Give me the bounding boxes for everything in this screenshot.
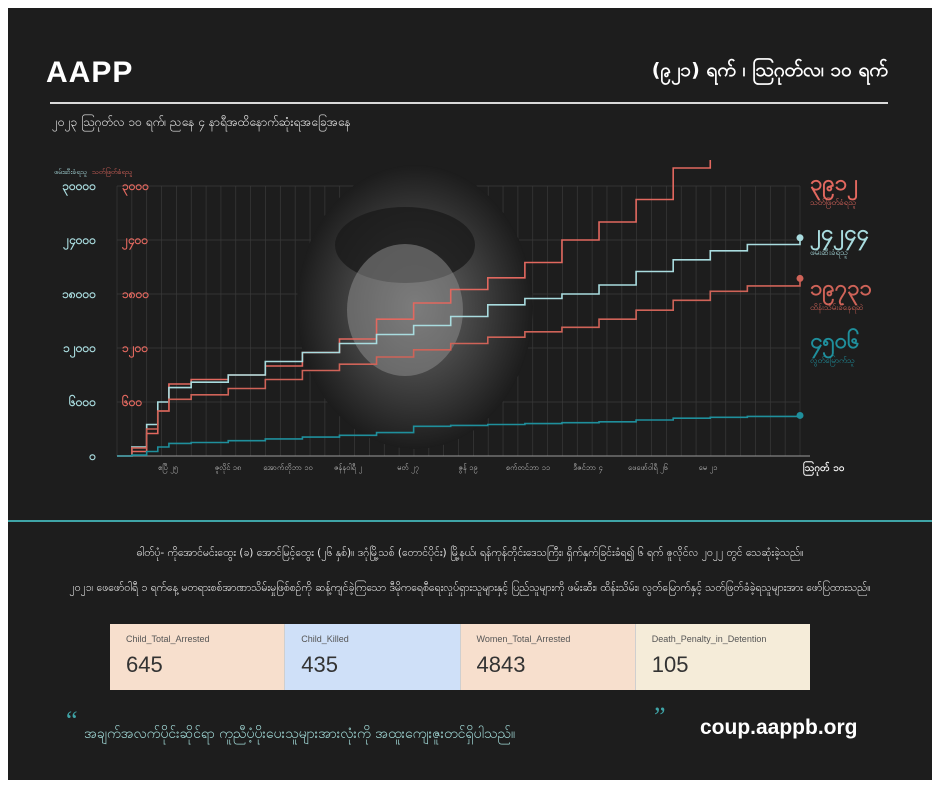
x-tick-label: ဖေဖော်ဝါရီ ၂၆ (628, 463, 668, 473)
right-axis-title: သတ်ဖြတ်ခံရသူ (92, 167, 133, 177)
x-tick-label: ဇန်နဝါရီ ၂ (334, 463, 362, 473)
stat-value: 105 (651, 652, 689, 677)
series-name-detained: ထိန်းသိမ်းခံနေရဆဲ (810, 302, 864, 314)
photo-caption: ဓါတ်ပုံ- ကိုအောင်မင်းထွေး (ခ) အောင်မြင့်… (136, 547, 804, 559)
series-total-fugitive: ၄၅၀၆ (810, 327, 860, 359)
stats-strip: Child_Total_Arrested 645 Child_Killed 43… (110, 624, 810, 690)
line-chart: ဖမ်းဆီးခံရသူ သတ်ဖြတ်ခံရသူ၀၆၀၀၀ ၁၂၀၀၀ ၁၈၀၀၀၂… (40, 160, 910, 490)
series-end-marker-fugitive (796, 411, 804, 419)
x-tick-label: စက်တင်ဘာ ၁၁ (506, 463, 550, 472)
x-tick-label: အောက်တိုဘာ ၁၀ (263, 463, 313, 473)
x-tick-label: ဇွန် ၁၉ (458, 463, 477, 473)
left-tick-label: ၁၂၀၀၀ (63, 341, 96, 359)
stat-card-women-arrested: Women_Total_Arrested 4843 (460, 624, 636, 690)
x-end-label: ဩဂုတ် ၁၀ (803, 460, 845, 477)
chart-subtitle: ၂၀၂၃ ဩဂုတ်လ ၁၀ ရက်၊ ညနေ ၄ နာရီအထိနောက်ဆု… (52, 115, 351, 129)
stat-value: 435 (301, 652, 338, 677)
series-name-fugitive: လွတ်မြောက်သူ (810, 355, 855, 367)
right-tick-label: ၆၀၀ (121, 393, 143, 409)
left-tick-label: ၃၀၀၀၀ (62, 179, 96, 197)
thanks-quote: အချက်အလက်ပိုင်းဆိုင်ရာ ကူညီပံ့ပိုးပေးသူမ… (84, 726, 516, 742)
series-total-detained: ၁၉၇၃၁ (810, 276, 872, 306)
series-name-arrested: ဖမ်းဆီးခံရသူ (810, 247, 848, 259)
stat-card-child-killed: Child_Killed 435 (285, 624, 461, 690)
left-tick-label: ၂၄၀၀၀ (62, 233, 96, 251)
x-tick-label: မေ ၂၁ (699, 463, 718, 473)
chart-canvas: ဖမ်းဆီးခံရသူ သတ်ဖြတ်ခံရသူ၀၆၀၀၀၁၂၀၀၀၁၈၀၀၀၂… (54, 160, 872, 477)
section-divider (8, 520, 932, 522)
series-name-killed: သတ်ဖြတ်ခံရသူ (810, 197, 856, 209)
x-tick-label: ဧပြီ ၂၅ (158, 463, 178, 473)
right-tick-label: ၁၈၀၀ (122, 287, 149, 301)
open-quote-mark: “ (66, 706, 78, 735)
left-tick-label: ၁၈၀၀၀ (62, 287, 96, 301)
right-tick-label: ၃၀၀၀ (122, 179, 149, 197)
close-quote-mark: ” (654, 702, 666, 731)
organization-title: AAPP (46, 56, 134, 89)
stat-card-child-arrested: Child_Total_Arrested 645 (110, 624, 286, 690)
left-tick-label: ၀ (88, 449, 96, 463)
right-tick-label: ၂၄၀၀ (121, 233, 148, 251)
stat-label: Child_Killed (301, 634, 349, 644)
stat-label: Death_Penalty_in_Detention (651, 634, 767, 644)
left-tick-label: ၆၀၀၀ (68, 393, 96, 409)
date-headline: (၉၂၁) ရက် ၊ ဩဂုတ်လ၊ ၁၀ ရက် (651, 59, 888, 81)
description-text: ၂၀၂၁၊ ဖေဖော်ဝါရီ ၁ ရက်နေ့ မတရားစစ်အာဏာသိ… (69, 582, 871, 594)
x-tick-label: ဒီဇင်ဘာ ၄ (573, 463, 602, 473)
x-tick-label: မတ် ၂၇ (397, 463, 419, 473)
series-total-killed: ၃၉၁၂ (810, 171, 858, 201)
website-link[interactable]: coup.aappb.org (700, 716, 858, 739)
right-tick-label: ၁၂၀၀ (122, 341, 148, 359)
left-axis-title: ဖမ်းဆီးခံရသူ (54, 168, 87, 177)
series-line-detained (117, 278, 801, 457)
series-line-fugitive (117, 415, 801, 457)
series-end-marker-detained (796, 274, 804, 282)
stat-card-death-penalty: Death_Penalty_in_Detention 105 (635, 624, 810, 690)
stat-value: 4843 (476, 652, 526, 677)
header-divider (50, 102, 888, 104)
stat-label: Child_Total_Arrested (126, 634, 210, 644)
series-end-marker-arrested (796, 234, 804, 242)
x-tick-label: ဇူလိုင် ၁၈ (215, 463, 242, 473)
stat-value: 645 (126, 652, 163, 677)
stat-label: Women_Total_Arrested (476, 634, 571, 644)
series-total-arrested: ၂၄၂၄၄ (810, 221, 869, 251)
